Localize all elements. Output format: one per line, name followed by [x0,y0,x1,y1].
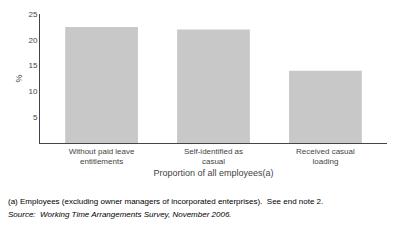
svg-text:5: 5 [33,113,38,122]
svg-text:Proportion of all employees(a): Proportion of all employees(a) [153,168,273,178]
svg-text:Without paid leaveentitlements: Without paid leaveentitlements [69,147,135,166]
svg-text:15: 15 [28,61,37,70]
svg-text:Source: Working Time Arrangem: Source: Working Time Arrangements Survey… [8,210,232,219]
svg-text:(a) Employees (excluding owner: (a) Employees (excluding owner managers … [8,197,323,206]
svg-text:Self-identified ascasual: Self-identified ascasual [184,147,243,166]
svg-text:25: 25 [28,10,37,19]
svg-text:Received casualloading: Received casualloading [296,147,355,166]
svg-text:20: 20 [28,36,37,45]
svg-text:%: % [14,74,24,82]
svg-text:10: 10 [28,87,37,96]
